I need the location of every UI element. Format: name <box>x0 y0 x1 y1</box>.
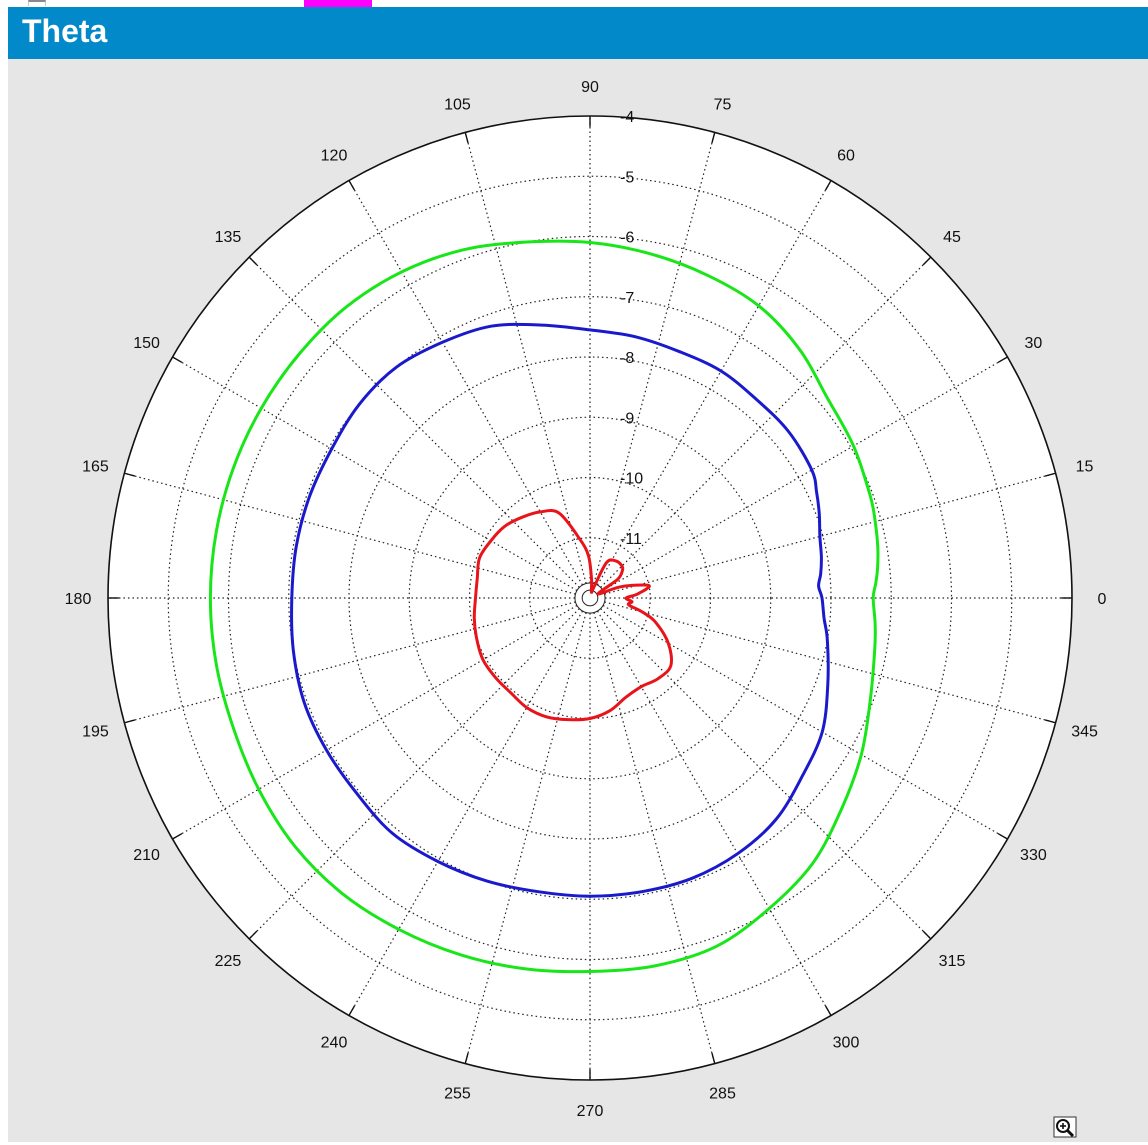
angle-tick-label: 210 <box>133 847 160 864</box>
angle-tick-label: 105 <box>444 96 471 113</box>
angle-tick-mark <box>997 832 1008 840</box>
angular-gridline <box>172 605 578 840</box>
radial-tick-label: -9 <box>620 410 634 427</box>
panel-title: Theta <box>22 13 108 49</box>
angular-gridline <box>597 180 832 586</box>
radial-gridline <box>167 175 1013 1021</box>
angle-tick-label: 120 <box>321 148 348 165</box>
angle-tick-label: 315 <box>939 953 966 970</box>
angular-gridline <box>172 356 578 591</box>
angle-tick-mark <box>464 1052 469 1064</box>
angle-tick-mark <box>922 930 932 940</box>
zoom-in-button[interactable] <box>1052 1116 1080 1140</box>
angle-tick-label: 240 <box>321 1034 348 1051</box>
angular-gridline <box>593 132 716 584</box>
angle-tick-mark <box>248 256 258 266</box>
angle-tick-mark <box>348 180 356 191</box>
radial-gridline <box>408 416 772 780</box>
angle-tick-label: 225 <box>215 953 242 970</box>
radial-tick-label: -5 <box>620 169 634 186</box>
angle-tick-mark <box>824 1005 832 1016</box>
series-line-1 <box>472 509 673 722</box>
angular-gridline <box>464 612 587 1064</box>
angle-tick-mark <box>124 472 136 477</box>
angular-gridline <box>597 610 832 1016</box>
series-line-2 <box>290 322 830 898</box>
angle-tick-mark <box>1044 472 1056 477</box>
angle-tick-mark <box>997 356 1008 364</box>
angular-gridline <box>248 256 580 588</box>
angular-gridline <box>600 608 932 940</box>
angular-gridline <box>348 610 583 1016</box>
angle-tick-mark <box>711 132 716 144</box>
angle-tick-label: 345 <box>1071 724 1098 741</box>
angle-tick-mark <box>1044 719 1056 724</box>
angle-tick-label: 270 <box>577 1103 604 1120</box>
magenta-marker <box>304 0 372 7</box>
angle-tick-mark <box>824 180 832 191</box>
radial-gridline <box>227 235 953 961</box>
outer-circle <box>107 115 1073 1081</box>
angle-tick-label: 165 <box>82 458 109 475</box>
radial-tick-label: -11 <box>620 531 642 548</box>
angle-tick-label: 300 <box>833 1034 860 1051</box>
angle-tick-label: 60 <box>837 148 855 165</box>
angular-gridline <box>600 256 932 588</box>
angle-tick-label: 45 <box>943 229 961 246</box>
angle-tick-mark <box>464 132 469 144</box>
angular-gridline <box>248 608 580 940</box>
zoom-in-icon <box>1053 1116 1077 1138</box>
angular-gridline <box>604 472 1056 595</box>
angular-gridline <box>464 132 587 584</box>
series-line-3 <box>208 239 880 974</box>
radial-tick-label: -4 <box>620 109 634 126</box>
angle-tick-label: 15 <box>1076 458 1094 475</box>
angle-tick-label: 0 <box>1098 591 1107 608</box>
angle-tick-label: 330 <box>1020 847 1047 864</box>
angular-gridline <box>602 605 1008 840</box>
angle-tick-mark <box>922 256 932 266</box>
angle-tick-mark <box>172 832 183 840</box>
radial-gridline <box>288 296 892 900</box>
angular-gridline <box>593 612 716 1064</box>
angular-gridline <box>602 356 1008 591</box>
angle-tick-label: 135 <box>215 229 242 246</box>
angle-tick-mark <box>124 719 136 724</box>
angle-tick-mark <box>348 1005 356 1016</box>
angle-tick-label: 180 <box>65 591 92 608</box>
angular-gridline <box>604 601 1056 724</box>
angle-tick-label: 150 <box>133 335 160 352</box>
radial-tick-label: -7 <box>620 290 634 307</box>
angular-gridline <box>124 601 576 724</box>
angle-tick-mark <box>248 930 258 940</box>
polar-plot-panel: 0 15 30 45 60 75 90 105 120 135 150 165 180 195 210 225… <box>8 59 1148 1142</box>
angle-tick-label: 255 <box>444 1086 471 1103</box>
angle-tick-label: 75 <box>714 96 732 113</box>
plot-area <box>108 116 1072 1080</box>
panel-header: Theta <box>8 7 1148 59</box>
angle-tick-label: 195 <box>82 724 109 741</box>
angle-tick-label: 285 <box>709 1086 736 1103</box>
window-tab-stub[interactable] <box>28 0 46 6</box>
angular-gridline <box>348 180 583 586</box>
radial-tick-label: -10 <box>620 471 643 488</box>
angle-tick-label: 90 <box>581 79 599 96</box>
radial-tick-label: -6 <box>620 230 634 247</box>
angle-tick-label: 30 <box>1025 335 1043 352</box>
polar-chart: 0 15 30 45 60 75 90 105 120 135 150 165 180 195 210 225… <box>65 79 1107 1120</box>
angle-tick-mark <box>172 356 183 364</box>
angular-gridline <box>124 472 576 595</box>
angle-tick-mark <box>711 1052 716 1064</box>
window-top-strip <box>0 0 1148 8</box>
radial-tick-label: -8 <box>620 350 634 367</box>
